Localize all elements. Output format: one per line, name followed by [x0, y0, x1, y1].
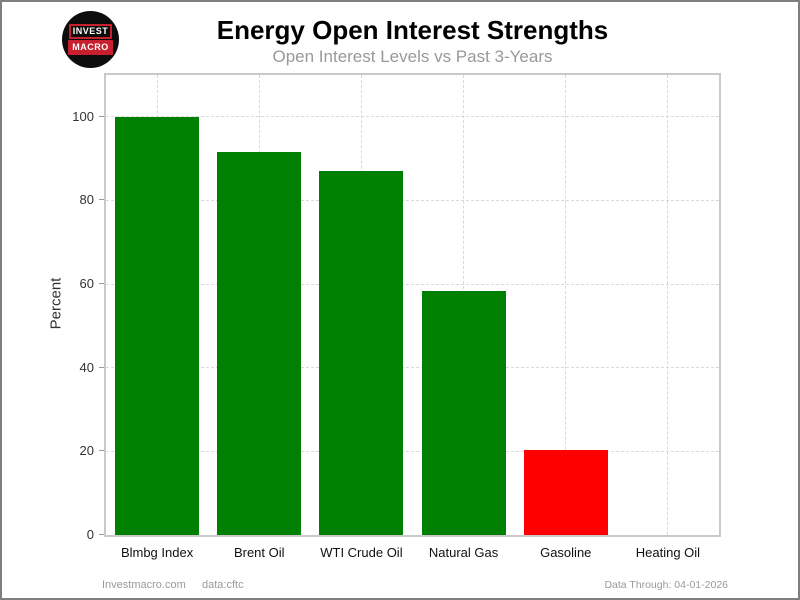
y-gridline-100 [106, 116, 719, 118]
footer-data-source: data:cftc [202, 579, 244, 591]
y-tick-mark-0 [99, 534, 104, 535]
plot-area [104, 73, 721, 537]
y-tick-label-80: 80 [79, 192, 94, 208]
footer-site: Investmacro.com [102, 579, 186, 591]
x-gridline-heating-oil [667, 75, 669, 535]
header-titles: Energy Open Interest Strengths Open Inte… [104, 15, 721, 67]
logo-macro-text: MACRO [68, 40, 113, 55]
x-tick-label-heating-oil: Heating Oil [635, 545, 701, 560]
y-tick-mark-20 [99, 450, 104, 452]
y-tick-label-40: 40 [79, 359, 94, 375]
bar-brent-oil [217, 152, 302, 535]
y-tick-mark-60 [99, 283, 104, 285]
chart-subtitle: Open Interest Levels vs Past 3-Years [272, 47, 553, 66]
y-tick-label-100: 100 [72, 108, 94, 124]
y-gridline-60 [106, 283, 719, 285]
y-gridline-40 [106, 367, 719, 369]
y-tick-mark-40 [99, 366, 104, 368]
y-gridline-80 [106, 199, 719, 201]
x-tick-label-gasoline: Gasoline [540, 545, 592, 560]
chart-title: Energy Open Interest Strengths [216, 15, 609, 45]
bar-wti-crude-oil [319, 171, 404, 535]
y-tick-mark-80 [99, 199, 104, 201]
x-tick-label-natural-gas: Natural Gas [428, 545, 499, 560]
bar-gasoline [523, 450, 608, 535]
bar-natural-gas [421, 291, 506, 535]
y-tick-label-60: 60 [79, 276, 94, 292]
footer-data-through: Data Through: 04-01-2026 [604, 579, 728, 591]
x-gridline-gasoline [565, 75, 567, 535]
investmacro-logo: INVEST MACRO [62, 11, 119, 68]
y-gridline-20 [106, 450, 719, 452]
x-tick-label-brent-oil: Brent Oil [233, 545, 285, 560]
y-tick-mark-100 [99, 115, 104, 117]
y-tick-label-0: 0 [86, 527, 94, 542]
bar-blmbg-index [115, 117, 200, 535]
logo-invest-text: INVEST [68, 24, 113, 39]
y-tick-label-20: 20 [79, 443, 94, 459]
x-tick-label-wti-crude-oil: WTI Crude Oil [320, 545, 403, 560]
x-tick-label-blmbg-index: Blmbg Index [120, 545, 194, 560]
